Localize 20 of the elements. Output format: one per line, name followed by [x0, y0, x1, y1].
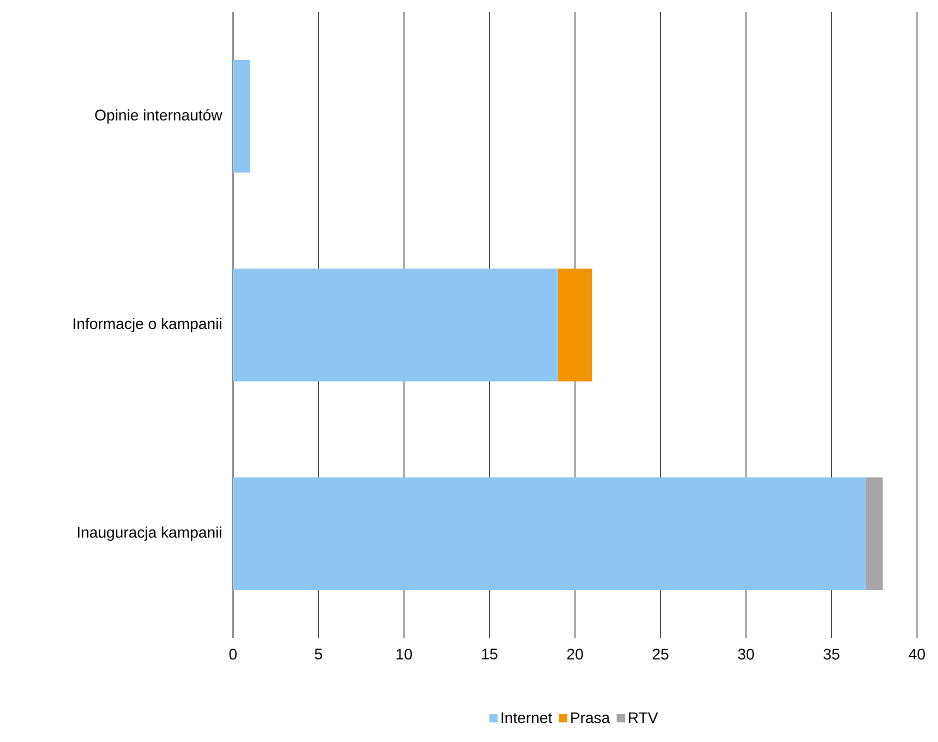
bar — [866, 477, 883, 590]
bar — [233, 60, 250, 173]
bar — [558, 268, 592, 382]
x-tick-label: 35 — [824, 648, 840, 660]
legend-label: RTV — [628, 712, 658, 724]
bar — [233, 268, 558, 382]
x-tick-label: 10 — [396, 648, 412, 660]
x-tick-label: 20 — [567, 648, 583, 660]
x-tick-label: 25 — [652, 648, 668, 660]
legend-label: Internet — [502, 712, 552, 724]
y-tick-label: Informacje o kampanii — [74, 318, 222, 332]
x-tick-label: 30 — [738, 648, 754, 660]
x-tick-label: 15 — [482, 648, 498, 660]
y-tick-label: Inauguracja kampanii — [78, 526, 222, 541]
x-tick-label: 0 — [229, 648, 237, 660]
y-tick-label: Opinie internautów — [95, 109, 222, 124]
x-tick-label: 40 — [908, 648, 925, 660]
legend-label: Prasa — [571, 712, 610, 724]
x-tick-label: 5 — [314, 648, 322, 660]
bar — [233, 477, 866, 590]
